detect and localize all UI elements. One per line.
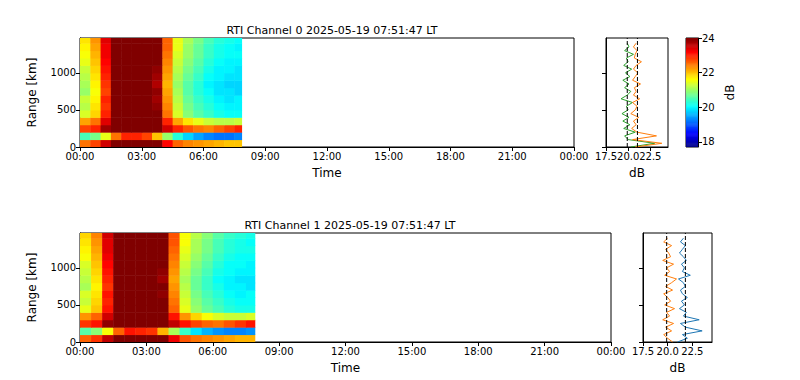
- svg-text:03:00: 03:00: [127, 151, 156, 162]
- svg-text:1000: 1000: [51, 67, 76, 78]
- svg-text:500: 500: [57, 104, 76, 115]
- svg-text:20.0: 20.0: [617, 151, 639, 162]
- svg-text:17.5: 17.5: [595, 151, 617, 162]
- svg-text:22.5: 22.5: [681, 346, 703, 357]
- svg-text:00:00: 00:00: [560, 151, 589, 162]
- svg-text:18:00: 18:00: [436, 151, 465, 162]
- svg-text:dB: dB: [629, 166, 645, 180]
- svg-text:22: 22: [702, 67, 715, 78]
- svg-text:20: 20: [702, 102, 715, 113]
- svg-text:15:00: 15:00: [374, 151, 403, 162]
- svg-text:18:00: 18:00: [464, 346, 493, 357]
- svg-text:Range [km]: Range [km]: [25, 58, 39, 128]
- svg-text:RTI Channel 1 2025-05-19 07:51: RTI Channel 1 2025-05-19 07:51:47 LT: [244, 219, 455, 232]
- svg-text:Time: Time: [330, 361, 360, 375]
- svg-text:500: 500: [57, 299, 76, 310]
- svg-text:21:00: 21:00: [498, 151, 527, 162]
- svg-text:00:00: 00:00: [597, 346, 626, 357]
- svg-text:00:00: 00:00: [66, 346, 95, 357]
- svg-text:dB: dB: [670, 361, 686, 375]
- svg-text:20.0: 20.0: [657, 346, 679, 357]
- svg-text:03:00: 03:00: [132, 346, 161, 357]
- svg-text:Time: Time: [311, 166, 341, 180]
- svg-text:09:00: 09:00: [251, 151, 280, 162]
- svg-text:09:00: 09:00: [265, 346, 294, 357]
- svg-text:RTI Channel 0 2025-05-19 07:51: RTI Channel 0 2025-05-19 07:51:47 LT: [226, 24, 437, 37]
- svg-text:22.5: 22.5: [639, 151, 661, 162]
- svg-text:00:00: 00:00: [66, 151, 95, 162]
- svg-text:17.5: 17.5: [632, 346, 654, 357]
- svg-text:21:00: 21:00: [530, 346, 559, 357]
- svg-text:0: 0: [69, 336, 76, 348]
- svg-text:06:00: 06:00: [198, 346, 227, 357]
- svg-text:0: 0: [69, 141, 76, 153]
- svg-text:18: 18: [702, 136, 715, 147]
- svg-text:15:00: 15:00: [397, 346, 426, 357]
- svg-text:1000: 1000: [51, 262, 76, 273]
- svg-text:Range [km]: Range [km]: [25, 253, 39, 323]
- svg-text:06:00: 06:00: [189, 151, 218, 162]
- svg-text:12:00: 12:00: [331, 346, 360, 357]
- svg-text:12:00: 12:00: [313, 151, 342, 162]
- svg-text:24: 24: [702, 33, 715, 44]
- svg-text:dB: dB: [723, 85, 737, 101]
